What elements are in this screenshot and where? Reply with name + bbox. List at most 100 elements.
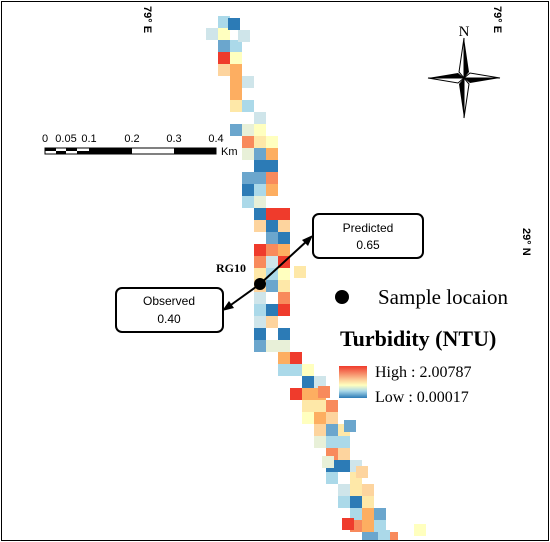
raster-cell [314, 436, 326, 448]
raster-cell [206, 28, 218, 40]
raster-cell [254, 268, 266, 280]
raster-cell [278, 352, 290, 364]
raster-cell [314, 412, 326, 424]
raster-cell [278, 268, 290, 280]
raster-cell [294, 266, 306, 278]
raster-cell [326, 436, 338, 448]
raster-cell [266, 316, 278, 328]
raster-cell [228, 18, 240, 30]
sample-location-symbol [335, 290, 349, 304]
raster-cell [278, 328, 290, 340]
observed-value: 0.40 [157, 312, 181, 326]
raster-cell [314, 424, 326, 436]
scale-unit: Km [221, 146, 238, 158]
raster-cell [238, 30, 250, 42]
raster-cell [338, 436, 350, 448]
raster-cell [266, 220, 278, 232]
raster-cell [254, 136, 266, 148]
raster-cell [242, 196, 254, 208]
raster-cell [386, 532, 398, 540]
raster-cell [302, 388, 314, 400]
raster-cell [378, 530, 390, 540]
raster-cell [314, 376, 326, 388]
longitude-label-top-left: 79° E [141, 6, 153, 33]
raster-cell [254, 172, 266, 184]
raster-cell [350, 508, 362, 520]
raster-cell [344, 420, 356, 432]
raster-cell [230, 40, 242, 52]
scale-bar: 0 0.05 0.1 0.2 0.3 0.4 Km [42, 133, 238, 158]
raster-cell [338, 448, 350, 460]
raster-cell [230, 124, 242, 136]
raster-cell [266, 232, 278, 244]
raster-cell [254, 148, 266, 160]
raster-cell [290, 388, 302, 400]
raster-cell [254, 196, 266, 208]
raster-cell [278, 292, 290, 304]
legend: Sample locaion Turbidity (NTU) High : 2.… [335, 285, 509, 406]
raster-cell [230, 88, 242, 100]
raster-cell [326, 400, 338, 412]
legend-low-label: Low : 0.00017 [375, 389, 469, 406]
raster-cell [362, 484, 374, 496]
raster-cell [218, 16, 230, 28]
raster-cell [254, 244, 266, 256]
raster-cell [254, 256, 266, 268]
raster-cell [302, 412, 314, 424]
raster-cell [266, 244, 278, 256]
raster-cell [362, 508, 374, 520]
raster-cell [218, 40, 230, 52]
raster-cell [266, 160, 278, 172]
latitude-label-right: 29° N [520, 228, 532, 256]
raster-cell [254, 220, 266, 232]
raster-cell [278, 340, 290, 352]
sample-location-label: Sample locaion [378, 285, 509, 309]
turbidity-raster [206, 16, 426, 540]
raster-cell [278, 232, 290, 244]
raster-cell [266, 256, 278, 268]
raster-cell [242, 76, 254, 88]
raster-cell [326, 472, 338, 484]
scale-tick-02: 0.2 [124, 133, 139, 145]
raster-cell [230, 52, 242, 64]
raster-cell [254, 184, 266, 196]
raster-cell [218, 52, 230, 64]
scale-tick-03: 0.3 [166, 133, 181, 145]
predicted-callout: Predicted 0.65 [312, 213, 424, 259]
raster-cell [278, 364, 290, 376]
callout-arrows [222, 235, 313, 311]
raster-cell [362, 520, 374, 532]
raster-cell [322, 456, 334, 468]
raster-cell [338, 460, 350, 472]
raster-cell [242, 100, 254, 112]
sample-point-rg10 [254, 278, 266, 290]
raster-cell [278, 304, 290, 316]
scale-tick-04: 0.4 [208, 133, 223, 145]
raster-cell [242, 148, 254, 160]
predicted-value: 0.65 [356, 238, 380, 252]
raster-cell [302, 400, 314, 412]
raster-cell [266, 280, 278, 292]
raster-cell [218, 28, 230, 40]
raster-cell [254, 208, 266, 220]
raster-cell [254, 292, 266, 304]
raster-cell [362, 532, 374, 540]
raster-cell [278, 280, 290, 292]
raster-cell [230, 64, 242, 76]
raster-cell [266, 184, 278, 196]
raster-cell [254, 124, 266, 136]
raster-cell [290, 364, 302, 376]
raster-cell [254, 340, 266, 352]
raster-cell [266, 136, 278, 148]
predicted-title: Predicted [343, 221, 394, 235]
raster-cell [254, 160, 266, 172]
raster-cell [218, 64, 230, 76]
scale-tick-01: 0.1 [81, 133, 96, 145]
raster-cell [302, 376, 314, 388]
raster-cell [266, 340, 278, 352]
raster-cell [326, 424, 338, 436]
raster-cell [374, 520, 386, 532]
raster-cell [290, 352, 302, 364]
